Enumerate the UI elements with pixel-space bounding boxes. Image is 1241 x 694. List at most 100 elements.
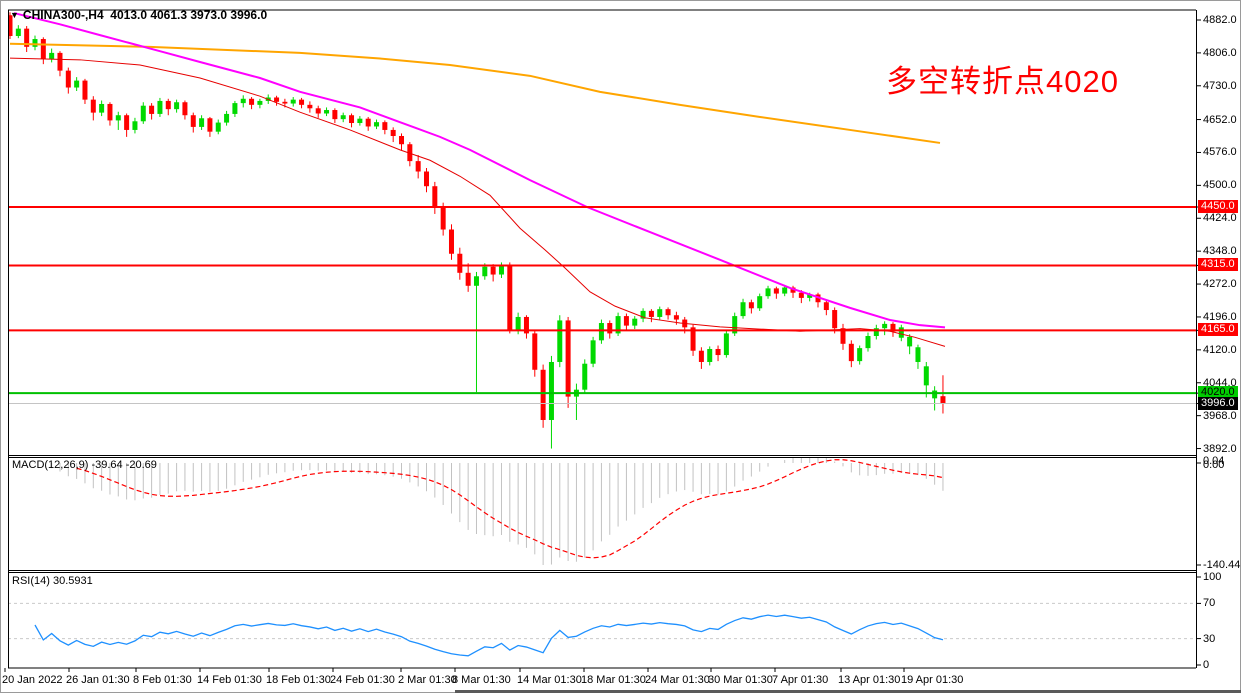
candle-body (865, 336, 871, 349)
candle-body (807, 294, 813, 298)
candle-body (907, 336, 913, 347)
candle-body (307, 104, 313, 109)
candle-body (840, 328, 846, 344)
candle-body (124, 115, 130, 130)
candle-body (199, 118, 205, 127)
candle-body (174, 102, 180, 110)
candle-body (540, 369, 546, 420)
candle-body (898, 327, 904, 338)
candle-body (873, 328, 879, 337)
candle-body (723, 333, 729, 356)
candle-body (890, 323, 896, 332)
candle-body (765, 288, 771, 297)
candle-body (357, 118, 363, 124)
price-tick-label: 4348.0 (1203, 245, 1237, 258)
candle-body (257, 100, 263, 105)
candle-body (49, 52, 55, 59)
candle-body (532, 333, 538, 370)
candle-body (465, 272, 471, 286)
time-tick-label: 26 Jan 01:30 (66, 674, 130, 686)
candle-body (698, 350, 704, 362)
candle-body (157, 100, 163, 114)
candle-body (648, 310, 654, 317)
candle-body (773, 288, 779, 294)
fast-ma-line (9, 57, 946, 347)
candle-body (507, 265, 513, 330)
candle-body (65, 70, 71, 88)
candle-body (623, 316, 629, 326)
macd-scale-label: -140.44 (1203, 559, 1241, 571)
price-badge-4165: 4165.0 (1198, 323, 1238, 337)
price-tick-label: 4730.0 (1203, 79, 1237, 92)
time-tick-label: 14 Feb 01:30 (197, 674, 262, 686)
candle-body (399, 136, 405, 145)
candle-body (182, 102, 188, 116)
candle-body (582, 363, 588, 390)
candle-body (349, 115, 355, 124)
price-tick-label: 4272.0 (1203, 278, 1237, 291)
candle-body (548, 361, 554, 420)
time-tick-label: 2 Mar 01:30 (398, 674, 457, 686)
candle-body (90, 99, 96, 113)
candle-body (15, 28, 21, 37)
candle-body (757, 296, 763, 309)
candle-body (923, 366, 929, 386)
candle-body (448, 229, 454, 254)
candle-body (815, 294, 821, 303)
candle-body (732, 316, 738, 334)
candle-body (232, 103, 238, 114)
candle-body (673, 315, 679, 320)
candle-body (432, 186, 438, 208)
price-tick-label: 4576.0 (1203, 146, 1237, 159)
candle-body (932, 390, 938, 399)
price-tick-label: 4044.0 (1203, 376, 1237, 389)
candle-body (390, 129, 396, 137)
time-tick-label: 24 Mar 01:30 (645, 674, 710, 686)
candle-body (224, 113, 230, 123)
candle-body (823, 302, 829, 311)
candle-body (407, 144, 413, 162)
chart-title: ▼ CHINA300-,H4 4013.0 4061.3 3973.0 3996.… (10, 8, 267, 22)
time-tick-label: 19 Apr 01:30 (901, 674, 964, 686)
candle-body (57, 52, 63, 71)
time-scale[interactable]: 20 Jan 2022 26 Jan 01:30 8 Feb 01:30 14 Feb… (0, 668, 1241, 692)
candle-body (640, 310, 646, 319)
candle-body (8, 15, 13, 37)
candle-body (740, 302, 746, 317)
candle-body (790, 287, 796, 293)
candle-body (40, 39, 46, 59)
macd-scale-label: 0.00 (1203, 459, 1225, 471)
candle-body (107, 103, 113, 121)
rsi-scale-label: 70 (1203, 597, 1216, 610)
price-badge-4020: 4020.0 (1198, 386, 1238, 400)
price-tick-label: 4882.0 (1203, 13, 1237, 26)
candle-body (24, 28, 30, 47)
candle-body (590, 340, 596, 364)
time-tick-label: 14 Mar 01:30 (517, 674, 582, 686)
candle-body (490, 266, 496, 275)
macd-scale-label: 0.04 (1203, 455, 1225, 467)
time-tick-label: 24 Feb 01:30 (330, 674, 395, 686)
candle-body (165, 100, 171, 110)
candle-body (340, 115, 346, 120)
candle-body (115, 115, 121, 121)
price-scale[interactable]: 4882.0 4806.0 4730.0 4652.0 4576.0 4500.0 4424… (1196, 0, 1241, 671)
price-tick-label: 4120.0 (1203, 343, 1237, 356)
price-tick-label: 3892.0 (1203, 442, 1237, 455)
slow-ma-line (9, 42, 941, 144)
candle-body (149, 105, 155, 114)
price-tick-label: 4652.0 (1203, 113, 1237, 126)
candle-body (498, 265, 504, 275)
candle-body (82, 80, 88, 100)
candle-body (274, 97, 280, 102)
candle-body (207, 118, 213, 132)
candle-body (482, 266, 488, 277)
symbol-dropdown-icon[interactable]: ▼ (10, 10, 19, 20)
candle-body (940, 396, 946, 404)
time-tick-label: 8 Feb 01:30 (133, 674, 192, 686)
time-tick-label: 18 Mar 01:30 (581, 674, 646, 686)
candle-body (857, 348, 863, 362)
candle-body (249, 98, 255, 105)
candle-body (615, 316, 621, 334)
